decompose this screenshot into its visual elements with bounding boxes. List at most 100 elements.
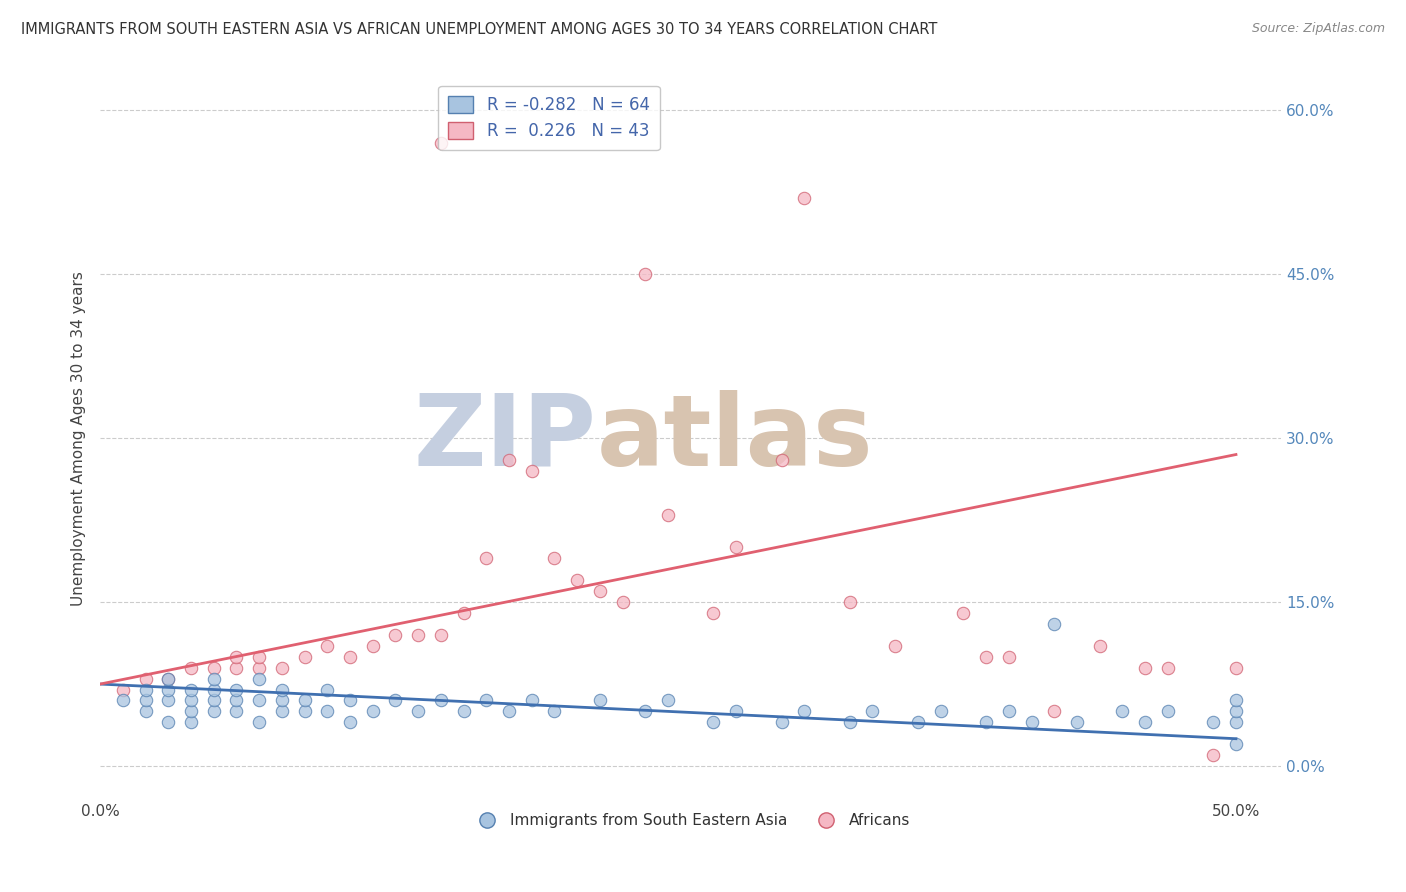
Point — [1225, 705, 1247, 719]
Point — [1066, 715, 1088, 730]
Point — [361, 705, 384, 719]
Point — [430, 693, 453, 707]
Point — [247, 661, 270, 675]
Point — [294, 705, 316, 719]
Point — [157, 672, 180, 686]
Point — [1043, 616, 1066, 631]
Point — [180, 682, 202, 697]
Point — [1088, 639, 1111, 653]
Point — [498, 705, 520, 719]
Point — [1225, 693, 1247, 707]
Point — [1043, 705, 1066, 719]
Point — [793, 705, 815, 719]
Point — [1225, 661, 1247, 675]
Point — [612, 595, 634, 609]
Point — [202, 661, 225, 675]
Point — [1202, 748, 1225, 763]
Point — [247, 672, 270, 686]
Point — [202, 682, 225, 697]
Point — [543, 705, 565, 719]
Point — [180, 661, 202, 675]
Point — [1157, 661, 1180, 675]
Point — [1111, 705, 1133, 719]
Point — [157, 715, 180, 730]
Point — [225, 693, 247, 707]
Point — [180, 715, 202, 730]
Point — [1133, 661, 1156, 675]
Point — [589, 693, 612, 707]
Point — [339, 693, 361, 707]
Point — [384, 693, 406, 707]
Point — [702, 606, 724, 620]
Point — [929, 705, 952, 719]
Point — [406, 628, 429, 642]
Text: ZIP: ZIP — [413, 390, 596, 487]
Point — [907, 715, 929, 730]
Point — [884, 639, 907, 653]
Point — [1133, 715, 1156, 730]
Text: Source: ZipAtlas.com: Source: ZipAtlas.com — [1251, 22, 1385, 36]
Point — [475, 693, 498, 707]
Point — [453, 705, 475, 719]
Point — [1225, 737, 1247, 751]
Point — [974, 715, 997, 730]
Y-axis label: Unemployment Among Ages 30 to 34 years: Unemployment Among Ages 30 to 34 years — [72, 270, 86, 606]
Legend: Immigrants from South Eastern Asia, Africans: Immigrants from South Eastern Asia, Afri… — [465, 807, 915, 835]
Point — [111, 682, 134, 697]
Point — [634, 267, 657, 281]
Point — [202, 705, 225, 719]
Point — [294, 693, 316, 707]
Point — [702, 715, 724, 730]
Point — [498, 453, 520, 467]
Point — [270, 682, 292, 697]
Point — [657, 693, 679, 707]
Point — [838, 595, 860, 609]
Point — [225, 661, 247, 675]
Point — [270, 693, 292, 707]
Point — [1225, 715, 1247, 730]
Point — [567, 573, 589, 587]
Point — [339, 649, 361, 664]
Point — [997, 649, 1019, 664]
Point — [247, 649, 270, 664]
Point — [430, 628, 453, 642]
Point — [135, 693, 157, 707]
Point — [339, 715, 361, 730]
Point — [270, 661, 292, 675]
Point — [157, 672, 180, 686]
Point — [770, 715, 793, 730]
Point — [838, 715, 860, 730]
Point — [657, 508, 679, 522]
Point — [180, 705, 202, 719]
Point — [384, 628, 406, 642]
Point — [770, 453, 793, 467]
Point — [430, 136, 453, 150]
Point — [520, 693, 543, 707]
Point — [974, 649, 997, 664]
Point — [247, 715, 270, 730]
Point — [1202, 715, 1225, 730]
Point — [952, 606, 974, 620]
Text: IMMIGRANTS FROM SOUTH EASTERN ASIA VS AFRICAN UNEMPLOYMENT AMONG AGES 30 TO 34 Y: IMMIGRANTS FROM SOUTH EASTERN ASIA VS AF… — [21, 22, 938, 37]
Point — [1021, 715, 1043, 730]
Point — [225, 682, 247, 697]
Point — [316, 705, 339, 719]
Point — [475, 551, 498, 566]
Point — [135, 682, 157, 697]
Point — [520, 464, 543, 478]
Point — [793, 191, 815, 205]
Point — [111, 693, 134, 707]
Point — [589, 584, 612, 599]
Point — [157, 682, 180, 697]
Point — [202, 672, 225, 686]
Text: atlas: atlas — [596, 390, 873, 487]
Point — [180, 693, 202, 707]
Point — [294, 649, 316, 664]
Point — [361, 639, 384, 653]
Point — [862, 705, 884, 719]
Point — [725, 541, 748, 555]
Point — [202, 693, 225, 707]
Point — [270, 705, 292, 719]
Point — [543, 551, 565, 566]
Point — [135, 705, 157, 719]
